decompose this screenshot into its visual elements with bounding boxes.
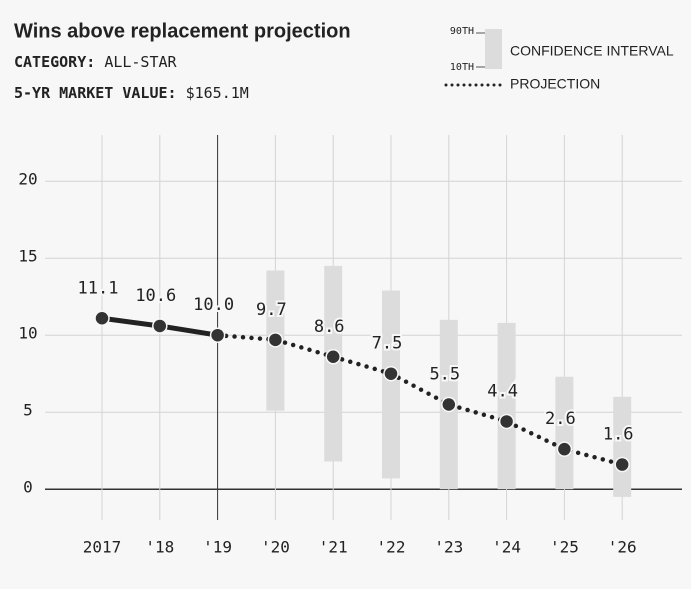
x-tick-label: '26 (608, 538, 637, 557)
subtitle-line: CATEGORY: ALL-STAR (14, 53, 178, 71)
x-tick-label: '19 (203, 538, 232, 557)
x-tick-label: 2017 (83, 538, 122, 557)
data-point (614, 456, 630, 473)
chart-title: Wins above replacement projection (14, 20, 351, 42)
value-label: 7.5 (372, 334, 403, 354)
data-point (441, 396, 457, 413)
confidence-interval (613, 396, 632, 497)
data-point (325, 349, 341, 365)
subtitle-line: 5-YR MARKET VALUE: $165.1M (14, 84, 249, 102)
x-tick-label: '22 (377, 538, 406, 557)
value-label: 2.6 (545, 409, 576, 429)
confidence-interval (382, 290, 400, 479)
data-point (556, 441, 573, 457)
confidence-interval (555, 376, 574, 490)
value-label: 11.1 (78, 278, 119, 298)
subtitle: CATEGORY: ALL-STAR 5-YR MARKET VALUE: $16… (14, 53, 249, 102)
value-label: 1.6 (603, 425, 634, 445)
confidence-interval (497, 322, 516, 490)
y-tick-label: 20 (18, 170, 37, 189)
data-point (209, 327, 226, 343)
y-tick-label: 0 (23, 478, 33, 497)
y-tick-label: 10 (18, 324, 37, 343)
legend-low-label: 10TH (450, 62, 474, 73)
data-point (94, 310, 110, 327)
x-tick-label: '21 (319, 538, 348, 557)
subtitle-label: CATEGORY: (14, 53, 95, 71)
value-label: 8.6 (314, 317, 345, 337)
legend-interval-swatch (485, 29, 502, 69)
projection-line (215, 332, 625, 467)
value-label: 9.7 (256, 300, 287, 320)
x-tick-label: '25 (550, 538, 579, 557)
data-point (152, 318, 168, 334)
y-tick-label: 15 (18, 247, 37, 266)
x-tick-label: '23 (434, 538, 463, 557)
data-point (498, 413, 515, 430)
legend-high-label: 90TH (450, 26, 474, 37)
subtitle-label: 5-YR MARKET VALUE: (14, 84, 177, 102)
value-label: 10.6 (135, 286, 176, 306)
data-point (383, 365, 399, 382)
value-label: 5.5 (429, 365, 460, 385)
data-point (267, 332, 284, 348)
subtitle-value: $165.1M (186, 84, 249, 102)
x-tick-label: '18 (145, 538, 174, 557)
x-tick-label: '20 (261, 538, 290, 557)
subtitle-value: ALL-STAR (104, 53, 177, 71)
value-label: 4.4 (487, 381, 518, 401)
legend-line-label: PROJECTION (510, 76, 600, 92)
y-tick-label: 5 (23, 401, 33, 420)
legend: 90TH 10TH CONFIDENCE INTERVAL PROJECTION (444, 26, 674, 92)
value-label: 10.0 (193, 295, 234, 315)
x-tick-label: '24 (492, 538, 521, 557)
legend-interval-label: CONFIDENCE INTERVAL (510, 43, 674, 59)
